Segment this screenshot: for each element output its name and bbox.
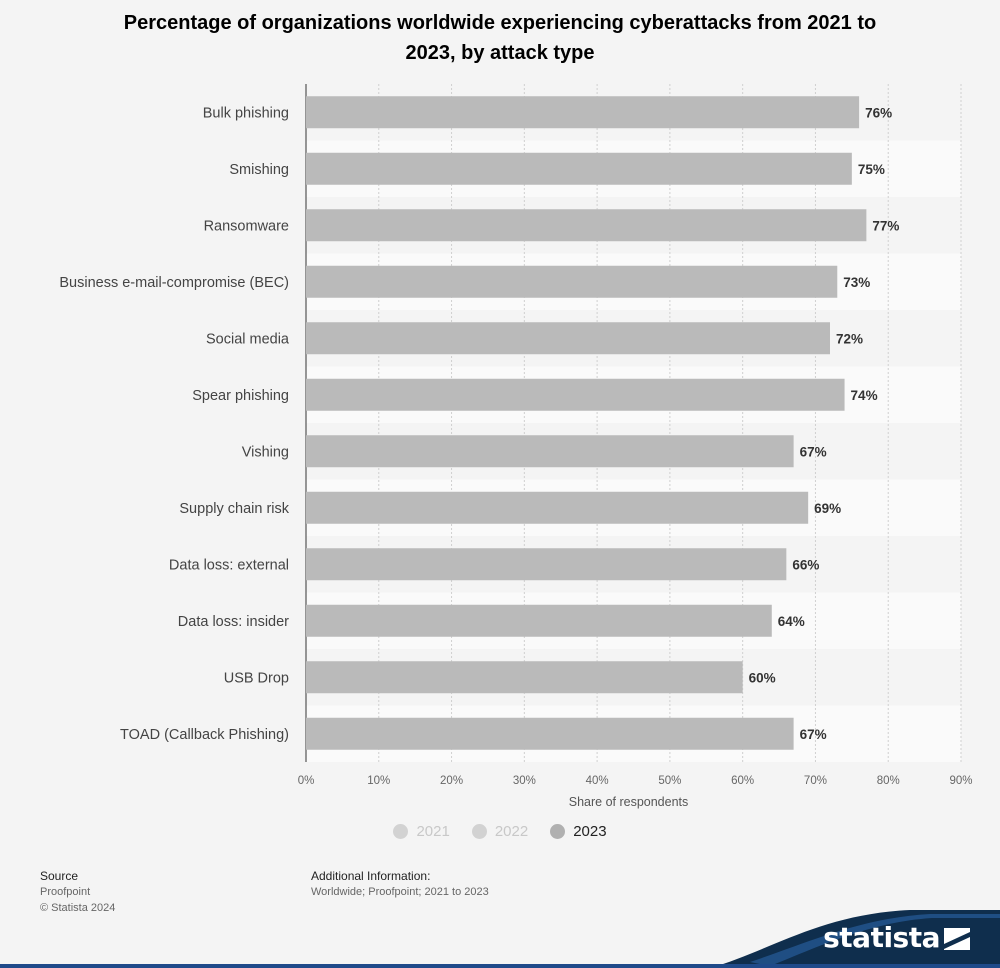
x-tick-label: 0% (298, 775, 315, 787)
bar (306, 604, 772, 637)
x-tick-label: 30% (513, 775, 536, 787)
legend-dot-icon (550, 824, 566, 839)
footer-additional-info: Additional Information: Worldwide; Proof… (311, 868, 489, 900)
source-heading: Source (40, 869, 79, 883)
value-label: 74% (851, 388, 878, 403)
category-label: Vishing (242, 444, 289, 460)
source-name[interactable]: Proofpoint (40, 886, 91, 898)
category-label: Bulk phishing (203, 105, 289, 121)
x-tick-label: 20% (440, 775, 463, 787)
bar (306, 661, 743, 694)
category-label: Ransomware (204, 218, 289, 234)
bar (306, 152, 852, 185)
x-tick-label: 50% (658, 775, 681, 787)
legend: 2021 2022 2023 (0, 823, 1000, 840)
bar (306, 435, 794, 468)
value-label: 77% (872, 218, 899, 233)
x-tick-label: 40% (586, 775, 609, 787)
legend-label: 2023 (573, 823, 607, 840)
value-label: 76% (865, 105, 892, 120)
category-label: Spear phishing (192, 388, 289, 404)
value-label: 73% (843, 275, 870, 290)
bar (306, 378, 845, 411)
category-label: Data loss: external (169, 557, 289, 573)
category-label: Data loss: insider (178, 614, 289, 630)
value-label: 60% (749, 670, 776, 685)
value-label: 67% (800, 727, 827, 742)
value-label: 72% (836, 331, 863, 346)
bar (306, 548, 787, 581)
chart-title: Percentage of organizations worldwide ex… (123, 12, 877, 64)
category-label: Supply chain risk (179, 501, 289, 517)
x-tick-label: 10% (367, 775, 390, 787)
legend-item-2023[interactable]: 2023 (550, 823, 607, 840)
value-label: 66% (792, 557, 819, 572)
bar (306, 265, 838, 298)
statista-logo-icon (944, 928, 970, 950)
statista-logo-text[interactable]: statista (823, 921, 940, 954)
bar (306, 717, 794, 750)
bottom-strip (0, 964, 1000, 968)
category-label: Social media (206, 331, 290, 347)
legend-item-2022[interactable]: 2022 (471, 823, 529, 840)
category-label: Smishing (229, 162, 289, 178)
x-tick-label: 80% (877, 775, 900, 787)
value-label: 69% (814, 501, 841, 516)
legend-dot-icon (393, 824, 409, 839)
legend-label: 2022 (494, 823, 529, 840)
bar (306, 491, 809, 524)
x-tick-label: 90% (949, 775, 972, 787)
legend-item-2021[interactable]: 2021 (393, 823, 450, 840)
value-label: 75% (858, 162, 885, 177)
info-text: Worldwide; Proofpoint; 2021 to 2023 (311, 886, 489, 898)
copyright: © Statista 2024 (40, 902, 116, 914)
x-axis-title: Share of respondents (569, 795, 689, 809)
bar (306, 209, 867, 242)
category-label: USB Drop (224, 670, 289, 686)
x-tick-label: 60% (731, 775, 754, 787)
value-label: 64% (778, 614, 805, 629)
category-label: Business e-mail-compromise (BEC) (59, 275, 289, 291)
legend-dot-icon (471, 824, 487, 839)
info-heading: Additional Information: (311, 869, 431, 883)
bar-chart: 0% 10% 20% 30% 40% 50% 60% 70% 80% 90% Share of re… (59, 84, 973, 809)
x-tick-label: 70% (804, 775, 827, 787)
statista-banner (710, 910, 1000, 968)
bar (306, 322, 830, 355)
category-label: TOAD (Callback Phishing) (120, 727, 289, 743)
legend-label: 2021 (416, 823, 450, 840)
bar (306, 96, 860, 129)
footer-source: Source Proofpoint © Statista 2024 (40, 868, 115, 916)
value-label: 67% (800, 444, 827, 459)
